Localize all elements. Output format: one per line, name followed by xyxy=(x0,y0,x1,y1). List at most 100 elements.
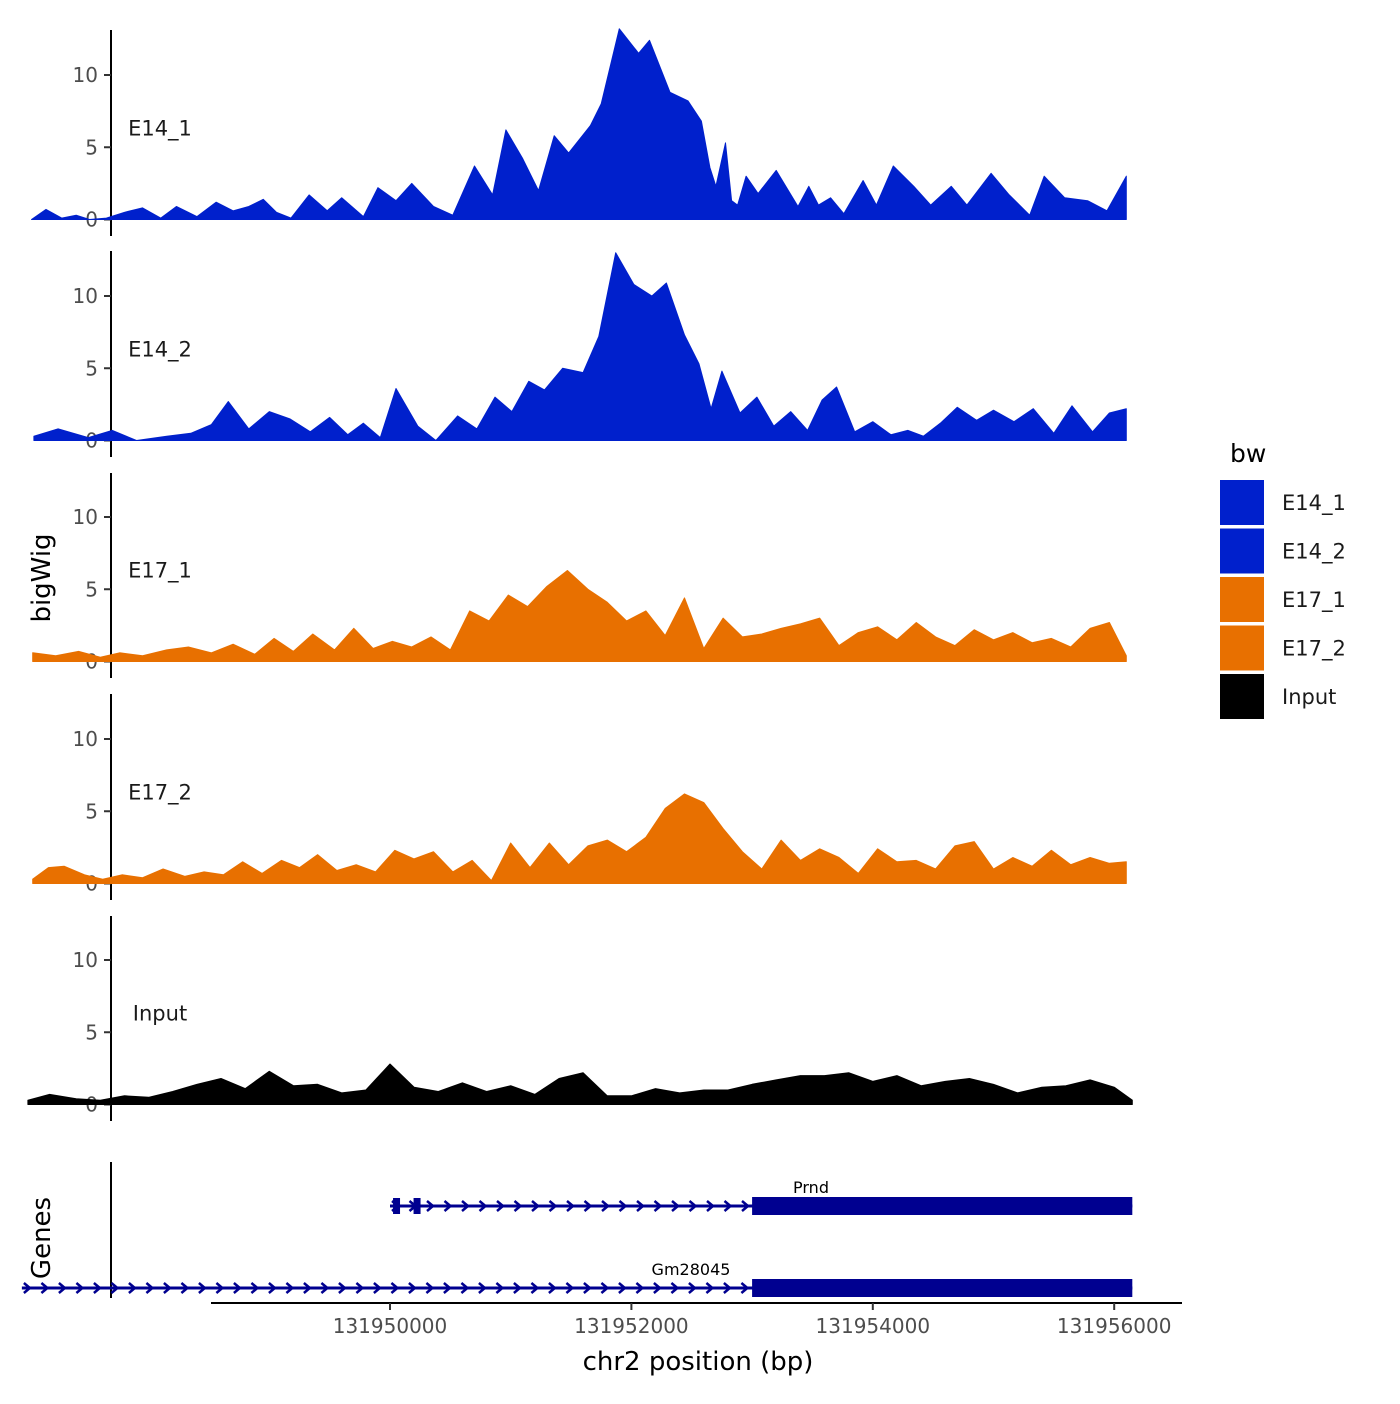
strand-arrow xyxy=(443,1200,453,1212)
strand-arrow xyxy=(461,1200,470,1212)
y-tick-label: 10 xyxy=(73,284,98,308)
legend-title: bw xyxy=(1230,439,1266,468)
strand-arrow xyxy=(145,1282,155,1294)
legend-label-Input: Input xyxy=(1282,685,1336,709)
track-E17_1: 0510E17_1 xyxy=(32,473,1127,678)
strand-arrow xyxy=(636,1200,645,1212)
strand-arrow xyxy=(75,1282,85,1294)
strand-arrow xyxy=(688,1200,698,1212)
track-label-E17_1: E17_1 xyxy=(128,558,192,583)
strand-arrow xyxy=(688,1282,697,1294)
strand-arrow xyxy=(426,1200,435,1212)
strand-arrow xyxy=(373,1282,382,1294)
strand-arrow xyxy=(740,1282,750,1294)
legend-swatch-Input xyxy=(1220,674,1264,719)
track-label-Input: Input xyxy=(133,1001,187,1025)
strand-arrow xyxy=(705,1282,715,1294)
strand-arrow xyxy=(600,1282,610,1294)
small-exon xyxy=(413,1198,421,1214)
strand-arrow xyxy=(531,1200,540,1212)
strand-arrow xyxy=(671,1200,680,1212)
strand-arrow xyxy=(198,1282,207,1294)
signal-area-E14_2 xyxy=(33,252,1127,441)
strand-arrow xyxy=(23,1282,32,1294)
signal-area-E17_2 xyxy=(32,793,1127,884)
strand-arrow xyxy=(425,1282,435,1294)
strand-arrow xyxy=(40,1282,50,1294)
strand-arrow xyxy=(653,1282,662,1294)
y-tick-label: 5 xyxy=(85,577,98,601)
y-axis-title-bigwig: bigWig xyxy=(27,533,57,622)
track-label-E14_2: E14_2 xyxy=(128,337,192,362)
strand-arrow xyxy=(530,1282,540,1294)
strand-arrow xyxy=(670,1282,680,1294)
track-E17_2: 0510E17_2 xyxy=(32,694,1127,900)
track-label-E14_1: E14_1 xyxy=(128,116,192,141)
strand-arrow xyxy=(303,1282,312,1294)
coding-exon xyxy=(752,1197,1133,1215)
strand-arrow xyxy=(478,1282,487,1294)
strand-arrow xyxy=(285,1282,295,1294)
y-tick-label: 10 xyxy=(73,948,98,972)
strand-arrow xyxy=(548,1200,558,1212)
legend-label-E14_2: E14_2 xyxy=(1282,540,1346,565)
track-Input: 0510Input xyxy=(27,916,1133,1121)
strand-arrow xyxy=(496,1200,505,1212)
x-tick-label: 131954000 xyxy=(816,1314,931,1338)
strand-arrow xyxy=(268,1282,277,1294)
strand-arrow xyxy=(723,1282,732,1294)
gene-track: Prnd Gm28045 xyxy=(21,1162,1133,1298)
x-tick-label: 131956000 xyxy=(1057,1314,1172,1338)
legend-swatch-E17_2 xyxy=(1220,625,1264,671)
strand-arrow xyxy=(338,1282,347,1294)
y-tick-label: 5 xyxy=(85,1020,98,1044)
strand-arrow xyxy=(93,1282,102,1294)
strand-arrow xyxy=(58,1282,67,1294)
strand-arrow xyxy=(565,1282,575,1294)
strand-arrow xyxy=(601,1200,610,1212)
y-tick-label: 10 xyxy=(73,727,98,751)
strand-arrow xyxy=(110,1282,120,1294)
legend-swatch-E14_2 xyxy=(1220,528,1264,574)
legend: bw E14_1 E14_2 E17_1 E17_2 Input xyxy=(1220,439,1346,719)
strand-arrow xyxy=(618,1282,627,1294)
strand-arrow xyxy=(163,1282,172,1294)
track-label-E17_2: E17_2 xyxy=(128,780,192,805)
strand-arrow xyxy=(495,1282,505,1294)
strand-arrow xyxy=(653,1200,663,1212)
y-tick-label: 5 xyxy=(85,356,98,380)
strand-arrow xyxy=(128,1282,137,1294)
strand-arrow xyxy=(583,1200,593,1212)
strand-arrow xyxy=(320,1282,330,1294)
small-exon xyxy=(393,1198,401,1214)
legend-swatch-E17_1 xyxy=(1220,577,1264,622)
strand-arrow xyxy=(233,1282,242,1294)
legend-label-E17_2: E17_2 xyxy=(1282,637,1346,662)
gene-label-Prnd: Prnd xyxy=(793,1178,829,1197)
strand-arrow xyxy=(215,1282,225,1294)
strand-arrow xyxy=(478,1200,488,1212)
tracks-group: 0510E14_10510E14_20510E17_10510E17_20510… xyxy=(27,28,1133,1121)
strand-arrow xyxy=(408,1282,417,1294)
y-tick-label: 5 xyxy=(85,135,98,159)
signal-area-E14_1 xyxy=(31,28,1127,220)
legend-label-E14_1: E14_1 xyxy=(1282,491,1346,516)
strand-arrow xyxy=(513,1282,522,1294)
y-tick-label: 5 xyxy=(85,799,98,823)
legend-swatch-E14_1 xyxy=(1220,480,1264,525)
strand-arrow xyxy=(460,1282,470,1294)
strand-arrow xyxy=(355,1282,365,1294)
gene-label-Gm28045: Gm28045 xyxy=(652,1260,731,1279)
x-axis: 131950000 131952000 131954000 131956000 xyxy=(211,1302,1182,1338)
x-tick-label: 131952000 xyxy=(574,1314,689,1338)
signal-area-E17_1 xyxy=(32,570,1127,662)
x-tick-label: 131950000 xyxy=(333,1314,448,1338)
strand-arrow xyxy=(583,1282,592,1294)
strand-arrow xyxy=(741,1200,750,1212)
strand-arrow xyxy=(443,1282,452,1294)
strand-arrow xyxy=(390,1282,400,1294)
strand-arrow xyxy=(706,1200,715,1212)
